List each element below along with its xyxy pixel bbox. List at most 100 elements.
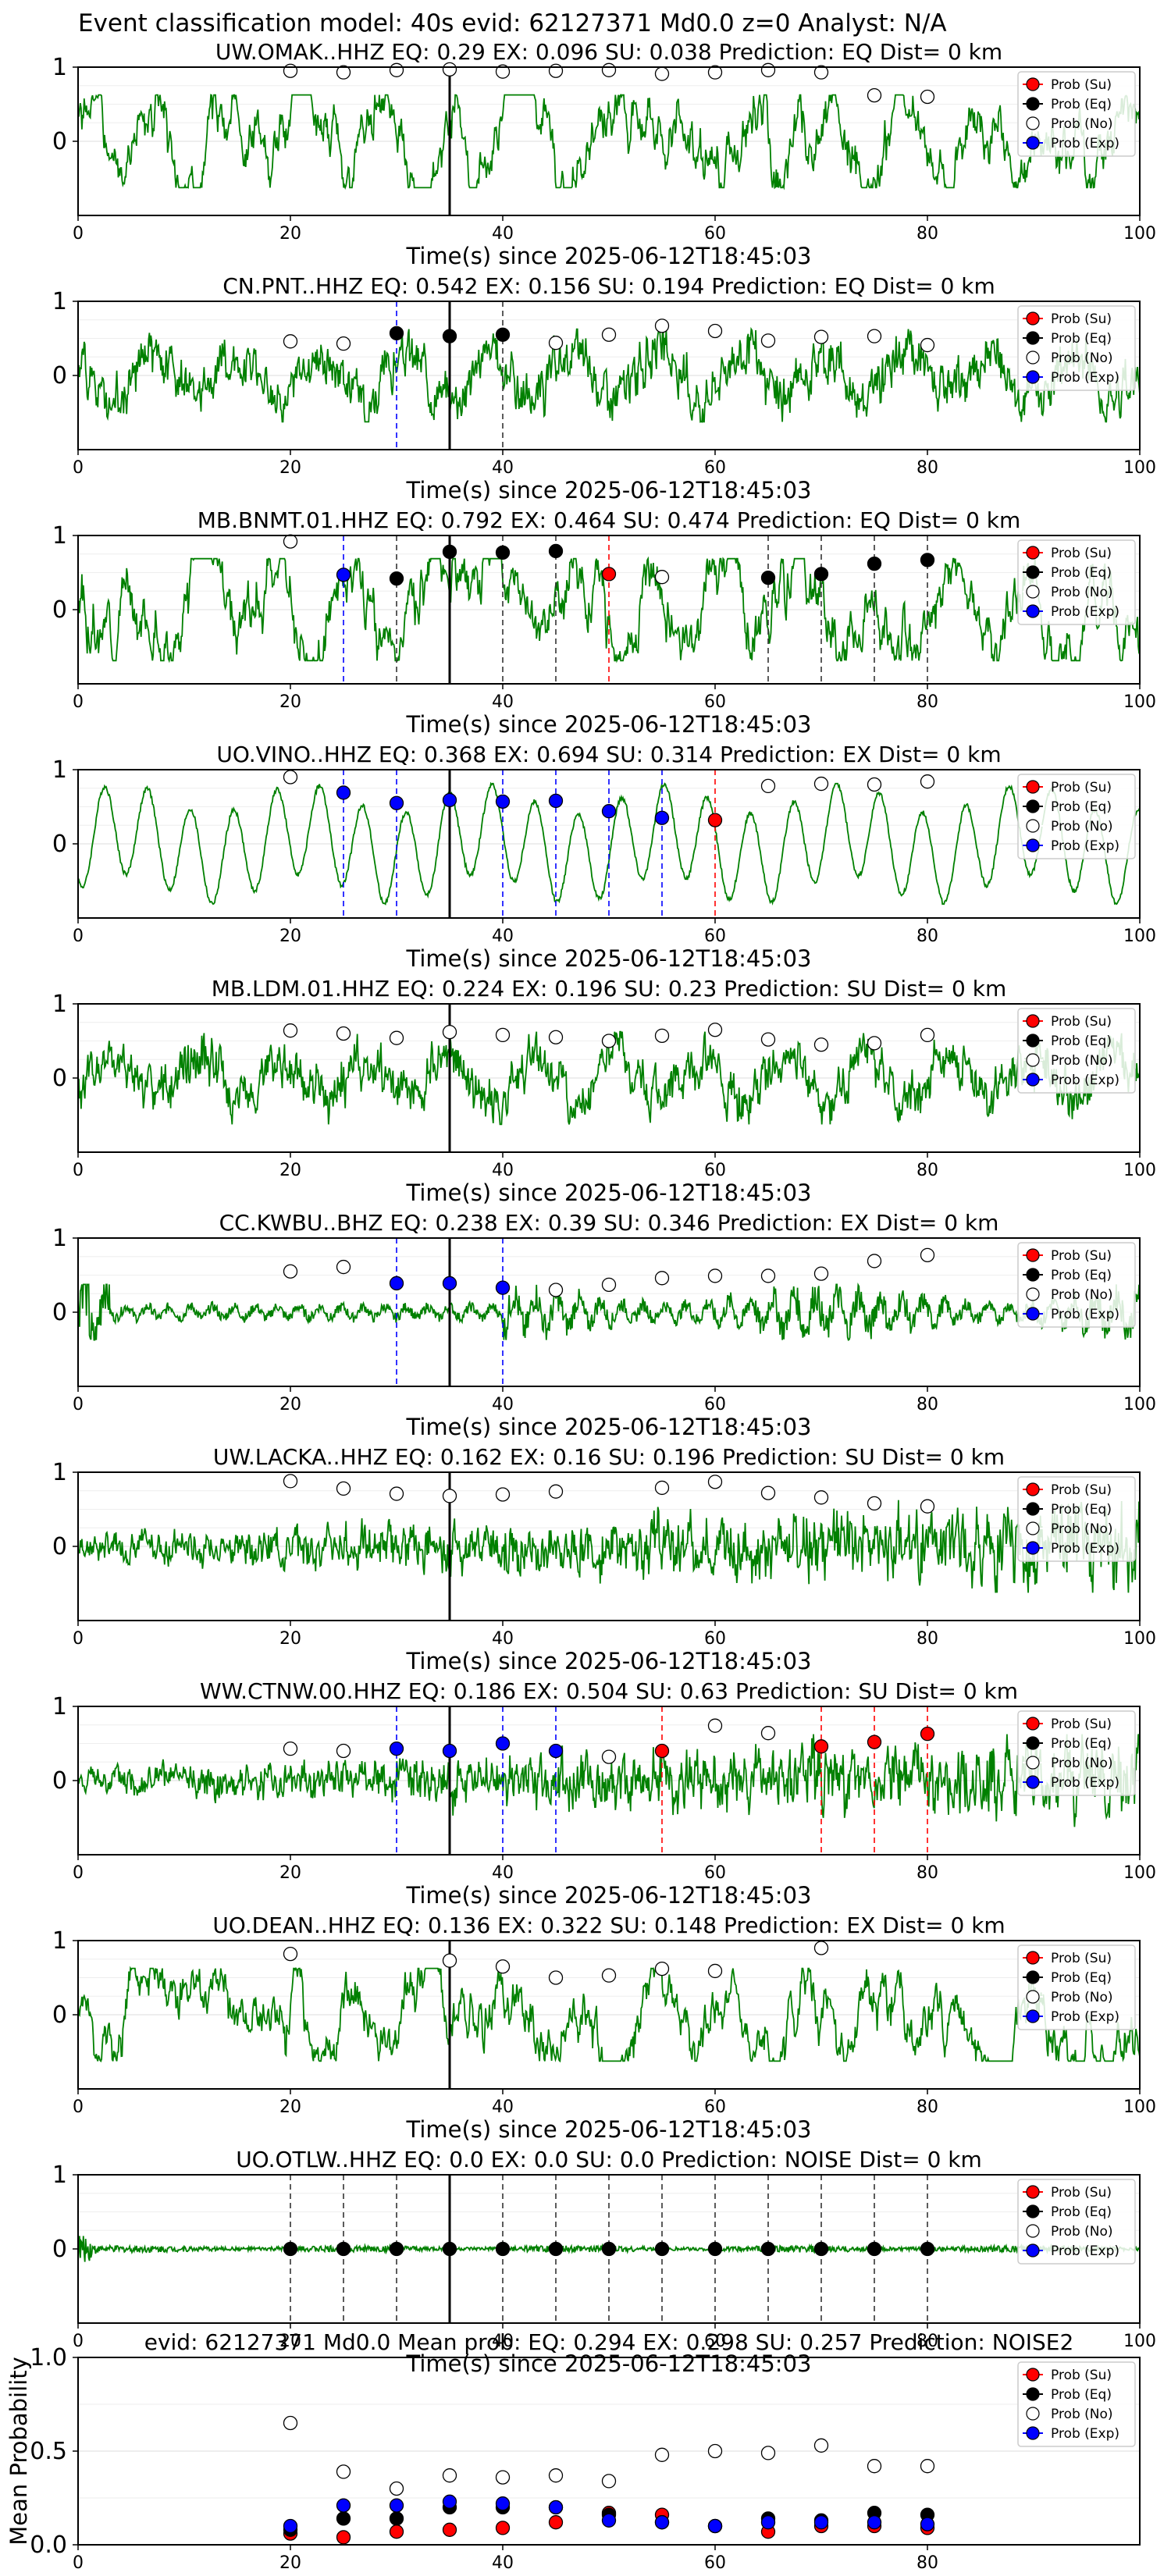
prob-point-no	[867, 1496, 882, 1511]
mean-point-no	[389, 2481, 404, 2496]
legend-label-no: Prob (No)	[1051, 1756, 1113, 1771]
x-tick-label: 40	[492, 1161, 514, 1180]
x-tick-label: 0	[73, 1161, 84, 1180]
legend-marker-su	[1026, 1248, 1040, 1262]
prob-point-su	[867, 1735, 882, 1749]
legend-label-eq: Prob (Eq)	[1051, 1502, 1112, 1517]
prob-point-eq	[920, 2241, 935, 2257]
mean-point-no	[601, 2474, 617, 2489]
legend-label-eq: Prob (Eq)	[1051, 331, 1112, 347]
x-tick-label: 60	[704, 2553, 726, 2573]
legend-label-exp: Prob (Exp)	[1051, 2009, 1119, 2025]
y-tick-label: 0	[52, 1299, 67, 1326]
prob-point-no	[283, 1264, 298, 1279]
legend-box	[1017, 305, 1136, 391]
prob-point-eq	[389, 571, 404, 586]
x-tick-label: 60	[704, 1629, 726, 1649]
legend-marker-eq	[1026, 565, 1040, 579]
y-tick-label: 1	[52, 522, 67, 550]
prob-point-eq	[601, 2241, 617, 2257]
y-tick-label: 1	[52, 1459, 67, 1486]
legend-label-no: Prob (No)	[1051, 116, 1113, 132]
prob-point-no	[867, 87, 882, 103]
waveform-trace	[77, 1283, 1141, 1341]
prob-point-exp	[654, 810, 670, 825]
prob-point-no	[495, 64, 511, 79]
waveform-trace	[77, 1734, 1141, 1827]
mean-point-exp	[813, 2515, 829, 2530]
prob-point-no	[813, 1037, 829, 1052]
x-tick-label: 20	[279, 2332, 301, 2351]
legend-label-no: Prob (No)	[1051, 819, 1113, 834]
legend-label-su: Prob (Su)	[1051, 77, 1112, 93]
legend-label-su: Prob (Su)	[1051, 1482, 1112, 1498]
x-tick-label: 20	[279, 2097, 301, 2117]
legend-label-exp: Prob (Exp)	[1051, 2426, 1119, 2442]
prob-point-exp	[336, 568, 351, 582]
prob-point-exp	[548, 1743, 564, 1759]
mean-point-exp	[760, 2515, 776, 2530]
panel-title: CN.PNT..HHZ EQ: 0.542 EX: 0.156 SU: 0.19…	[222, 273, 995, 299]
legend-label-no: Prob (No)	[1051, 1287, 1113, 1303]
x-tick-label: 20	[279, 458, 301, 478]
legend-label-no: Prob (No)	[1051, 585, 1113, 600]
prob-point-no	[283, 63, 298, 78]
x-tick-label: 100	[1123, 2097, 1156, 2117]
prob-point-no	[495, 1487, 511, 1502]
prob-point-exp	[442, 1743, 457, 1759]
prob-point-no	[442, 62, 457, 76]
prob-point-eq	[442, 329, 457, 343]
panel-3: MB.BNMT.01.HHZ EQ: 0.792 EX: 0.464 SU: 0…	[52, 507, 1156, 738]
x-tick-label: 40	[492, 1395, 514, 1414]
mean-point-no	[442, 2468, 457, 2483]
prob-point-eq	[495, 327, 511, 342]
x-tick-label: 20	[279, 927, 301, 946]
legend-label-eq: Prob (Eq)	[1051, 1736, 1112, 1752]
x-tick-label: 0	[73, 224, 84, 244]
x-tick-label: 40	[492, 927, 514, 946]
x-tick-label: 40	[492, 458, 514, 478]
prob-point-no	[813, 65, 829, 80]
legend-marker-no	[1026, 1990, 1040, 2004]
prob-point-no	[813, 776, 829, 792]
x-axis-label: Time(s) since 2025-06-12T18:45:03	[406, 711, 812, 738]
prob-point-eq	[283, 2241, 298, 2257]
legend-label-eq: Prob (Eq)	[1051, 2387, 1112, 2403]
x-tick-label: 40	[492, 2553, 514, 2573]
y-tick-label: 1	[52, 991, 67, 1018]
prob-point-eq	[389, 326, 404, 341]
mean-point-no	[813, 2438, 829, 2453]
legend-marker-no	[1026, 1287, 1040, 1301]
prob-point-exp	[442, 792, 457, 808]
x-tick-label: 0	[73, 2097, 84, 2117]
legend-label-su: Prob (Su)	[1051, 2185, 1112, 2201]
mean-point-exp	[442, 2494, 457, 2509]
panel-6: CC.KWBU..BHZ EQ: 0.238 EX: 0.39 SU: 0.34…	[52, 1210, 1156, 1440]
prob-point-no	[920, 89, 935, 105]
legend-marker-su	[1026, 1014, 1040, 1028]
prob-point-no	[760, 1268, 776, 1283]
x-tick-label: 60	[704, 2332, 726, 2351]
prob-point-no	[813, 1490, 829, 1505]
panel-7: UW.LACKA..HHZ EQ: 0.162 EX: 0.16 SU: 0.1…	[52, 1444, 1156, 1674]
legend-label-no: Prob (No)	[1051, 1990, 1113, 2005]
x-tick-label: 40	[492, 1863, 514, 1883]
legend-marker-eq	[1026, 1736, 1040, 1750]
legend-marker-eq	[1026, 799, 1040, 813]
panel-2: CN.PNT..HHZ EQ: 0.542 EX: 0.156 SU: 0.19…	[52, 273, 1156, 503]
prob-point-no	[495, 1027, 511, 1043]
mean-point-no	[495, 2470, 511, 2485]
prob-point-eq	[867, 2241, 882, 2257]
prob-point-no	[283, 1946, 298, 1962]
prob-point-no	[707, 323, 723, 339]
x-tick-label: 60	[704, 458, 726, 478]
prob-point-no	[601, 62, 617, 77]
legend-marker-exp	[1026, 2009, 1040, 2023]
legend-marker-su	[1026, 77, 1040, 91]
prob-point-no	[920, 1247, 935, 1262]
x-tick-label: 60	[704, 2097, 726, 2117]
x-tick-label: 40	[492, 1629, 514, 1649]
legend-label-exp: Prob (Exp)	[1051, 838, 1119, 854]
panel-title: UO.DEAN..HHZ EQ: 0.136 EX: 0.322 SU: 0.1…	[212, 1912, 1005, 1938]
